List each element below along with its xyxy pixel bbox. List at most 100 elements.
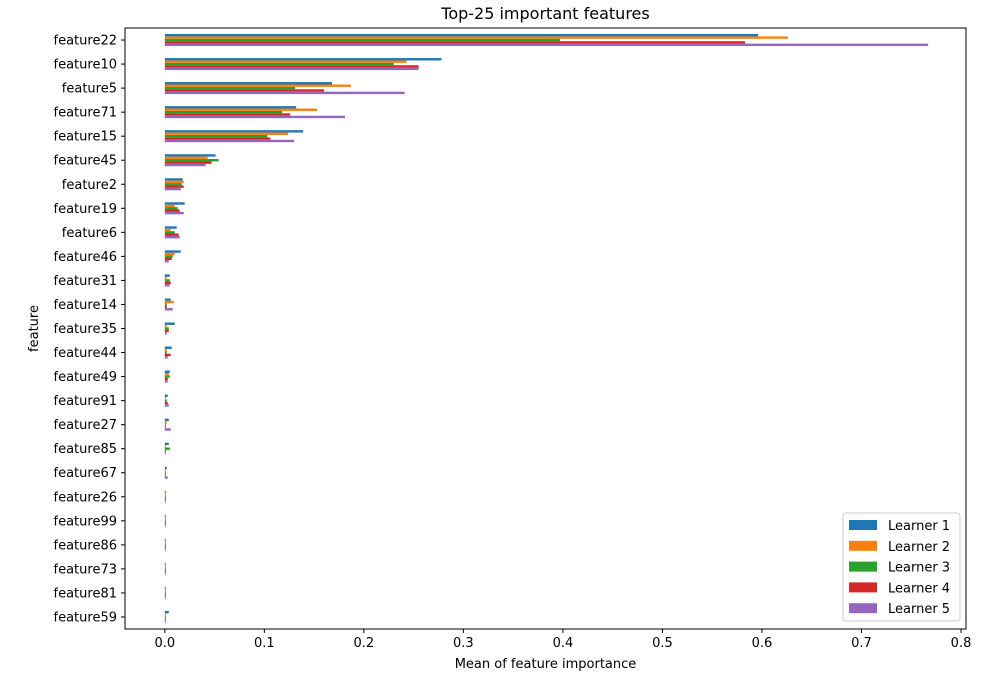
bar-feature86-learner-2 <box>164 541 166 544</box>
chart-title: Top-25 important features <box>440 4 649 23</box>
bar-feature86-learner-4 <box>164 546 166 549</box>
y-axis-label: feature <box>27 305 42 352</box>
legend: Learner 1 Learner 2 Learner 3 Learner 4 Lear… <box>842 512 961 622</box>
bar-feature85-learner-3 <box>164 447 170 450</box>
bar-feature45-learner-2 <box>164 156 208 160</box>
bars-group <box>164 34 929 623</box>
legend-swatch-learner-4 <box>849 582 877 593</box>
bar-feature81-learner-5 <box>164 596 166 599</box>
bar-feature67-learner-1 <box>164 466 167 470</box>
legend-label-learner-2: Learner 2 <box>888 540 950 555</box>
bar-feature73-learner-5 <box>164 572 166 575</box>
bar-feature46-learner-5 <box>164 259 169 263</box>
legend-swatch-learner-3 <box>849 561 877 572</box>
x-tick-label: 0.6 <box>752 636 773 651</box>
y-tick-label: feature22 <box>54 34 117 49</box>
legend-frame <box>842 512 961 622</box>
y-tick-label: feature91 <box>54 394 117 409</box>
bar-feature91-learner-5 <box>164 404 169 407</box>
bar-feature99-learner-1 <box>164 514 166 518</box>
bar-feature73-learner-2 <box>164 565 166 568</box>
bar-feature81-learner-4 <box>164 594 166 597</box>
bar-feature86-learner-1 <box>164 538 166 542</box>
bar-feature59-learner-2 <box>164 613 166 616</box>
bar-feature49-learner-3 <box>164 375 170 378</box>
bar-feature26-learner-2 <box>164 493 166 496</box>
bar-feature35-learner-2 <box>164 324 167 328</box>
bar-feature49-learner-4 <box>164 377 168 381</box>
bar-feature10-learner-4 <box>164 65 419 68</box>
bar-feature71-learner-3 <box>164 110 283 114</box>
y-tick-label: feature67 <box>54 466 117 481</box>
bar-feature35-learner-5 <box>164 332 167 335</box>
bar-feature59-learner-1 <box>164 610 169 614</box>
bar-feature49-learner-5 <box>164 380 168 383</box>
axes-frame <box>124 27 967 630</box>
bar-feature31-learner-2 <box>164 276 167 280</box>
bar-feature86-learner-3 <box>164 543 166 547</box>
bar-feature19-learner-4 <box>164 209 180 212</box>
bar-feature45-learner-5 <box>164 163 206 167</box>
bar-feature46-learner-1 <box>164 250 181 253</box>
bar-feature26-learner-5 <box>164 500 166 503</box>
x-tick-label: 0.4 <box>553 636 574 651</box>
bar-feature27-learner-4 <box>164 425 166 429</box>
bar-feature71-learner-1 <box>164 106 297 109</box>
bar-feature22-learner-3 <box>164 38 560 42</box>
bar-feature27-learner-3 <box>164 423 166 426</box>
bar-feature14-learner-1 <box>164 298 171 301</box>
bar-feature91-learner-1 <box>164 394 168 398</box>
bar-feature5-learner-5 <box>164 91 405 95</box>
y-tick-label: feature35 <box>54 322 117 337</box>
bar-feature44-learner-2 <box>164 348 167 352</box>
bar-feature22-learner-1 <box>164 34 758 37</box>
bar-feature81-learner-2 <box>164 589 166 592</box>
bar-feature10-learner-5 <box>164 67 419 71</box>
y-tick-label: feature44 <box>54 346 117 361</box>
bar-feature35-learner-3 <box>164 327 169 330</box>
bar-feature15-learner-1 <box>164 130 304 133</box>
y-tick-label: feature49 <box>54 370 117 385</box>
legend-swatch-learner-5 <box>849 603 877 614</box>
bar-feature49-learner-2 <box>164 372 169 376</box>
legend-label-learner-4: Learner 4 <box>888 581 950 596</box>
bar-feature10-learner-2 <box>164 60 407 63</box>
bar-feature6-learner-3 <box>164 231 175 234</box>
bar-feature73-learner-3 <box>164 567 166 571</box>
bar-feature6-learner-2 <box>164 228 171 232</box>
bar-feature31-learner-1 <box>164 274 170 277</box>
bar-feature2-learner-1 <box>164 178 183 181</box>
bar-feature35-learner-4 <box>164 329 169 333</box>
y-tick-label: feature27 <box>54 418 117 433</box>
y-tick-label: feature59 <box>54 610 117 625</box>
bar-feature44-learner-3 <box>164 351 167 354</box>
bar-feature10-learner-1 <box>164 58 442 61</box>
bar-feature19-learner-2 <box>164 204 175 208</box>
bar-feature2-learner-4 <box>164 185 184 188</box>
bar-feature91-learner-2 <box>164 397 166 400</box>
bar-feature59-learner-3 <box>164 615 166 619</box>
y-tick-label: feature86 <box>54 538 117 553</box>
bar-feature22-learner-2 <box>164 36 788 39</box>
bar-feature26-learner-3 <box>164 495 166 498</box>
y-tick-label: feature14 <box>54 298 117 313</box>
x-tick-label: 0.2 <box>354 636 375 651</box>
bar-feature86-learner-5 <box>164 548 166 551</box>
bar-feature67-learner-3 <box>164 471 166 474</box>
bar-feature22-learner-4 <box>164 41 746 44</box>
bar-feature19-learner-3 <box>164 207 178 210</box>
bar-feature14-learner-5 <box>164 308 173 311</box>
bar-feature81-learner-1 <box>164 586 166 590</box>
bar-feature26-learner-1 <box>164 490 166 494</box>
x-tick-label: 0.3 <box>453 636 474 651</box>
bar-feature59-learner-4 <box>164 618 166 621</box>
bar-feature5-learner-3 <box>164 86 296 90</box>
y-tick-label: feature10 <box>54 58 117 73</box>
bar-feature14-learner-3 <box>164 303 167 306</box>
bar-feature15-learner-2 <box>164 132 289 135</box>
y-tick-label: feature26 <box>54 490 117 505</box>
y-tick-label: feature5 <box>62 82 117 97</box>
y-tick-label: feature19 <box>54 202 117 217</box>
bar-feature99-learner-4 <box>164 522 166 525</box>
y-axis-ticks: feature22 feature10 feature5 feature71 featu… <box>54 34 125 625</box>
